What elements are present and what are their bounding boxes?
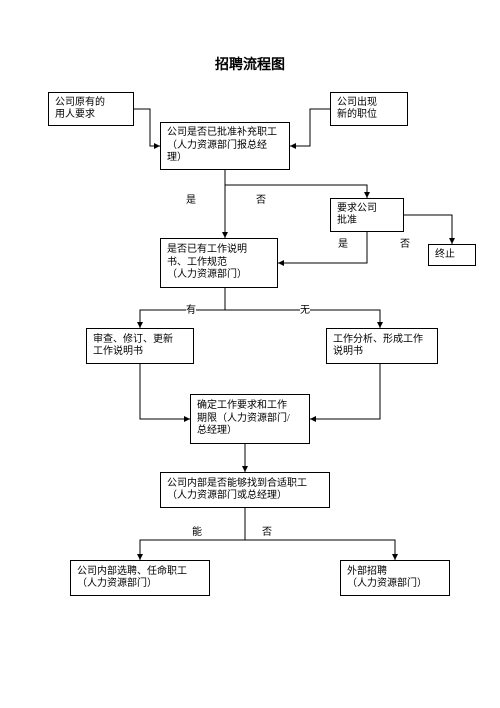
- flow-node: 终止: [428, 244, 476, 266]
- flow-node: 是否已有工作说明 书、工作规范 （人力资源部门）: [160, 238, 278, 288]
- flow-node: 公司内部是否能够找到合适职工 （人力资源部门或总经理）: [160, 472, 330, 508]
- flow-node: 工作分析、形成工作 说明书: [326, 328, 438, 364]
- flow-node: 审查、修订、更新 工作说明书: [86, 328, 194, 364]
- page-title: 招聘流程图: [0, 54, 500, 74]
- flow-node: 公司内部选聘、任命职工 （人力资源部门）: [70, 560, 210, 596]
- edge-label: 是: [186, 196, 196, 206]
- edge-label: 否: [400, 240, 410, 250]
- edge-label: 是: [338, 240, 348, 250]
- flow-node: 公司原有的 用人要求: [48, 92, 134, 126]
- flow-node: 确定工作要求和工作 期限（人力资源部门/ 总经理）: [190, 394, 310, 444]
- edge-label: 无: [300, 306, 310, 316]
- edge-label: 有: [186, 306, 196, 316]
- flowchart-canvas: 招聘流程图 公司原有的 用人要求 公司出现 新的职位公司是否已批准补充职工 （人力…: [0, 0, 500, 708]
- flow-node: 外部招聘 （人力资源部门）: [340, 560, 450, 596]
- edge-label: 能: [192, 528, 202, 538]
- edge-label: 否: [256, 196, 266, 206]
- flow-node: 公司出现 新的职位: [330, 92, 408, 126]
- flow-node: 公司是否已批准补充职工 （人力资源部门报总经 理）: [160, 122, 290, 170]
- flow-node: 要求公司 批准: [330, 198, 404, 232]
- edge-label: 否: [262, 528, 272, 538]
